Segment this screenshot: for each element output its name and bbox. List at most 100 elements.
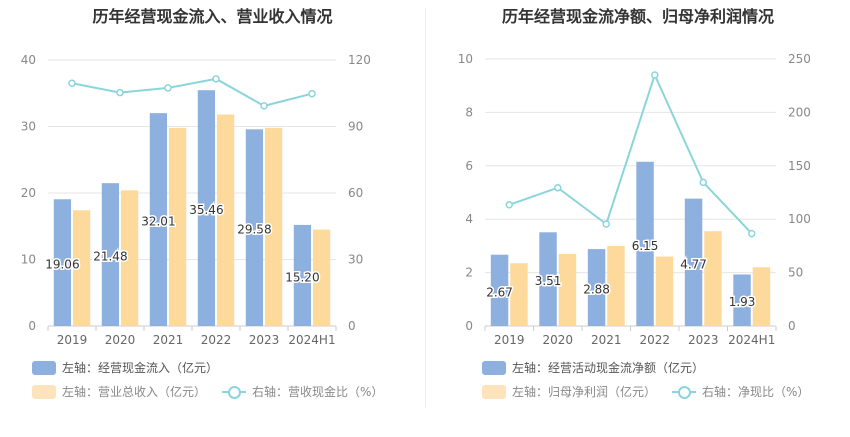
legend-item-net-cash-ratio[interactable]: 右轴：净现比（%） [672,383,809,400]
bar-data-label: 19.06 [45,258,79,272]
legend-label: 左轴：归母净利润（亿元） [512,385,657,399]
ratio-line [71,77,313,107]
bar-primary [245,129,264,326]
bar-secondary [168,127,187,326]
bar-data-label: 3.51 [535,274,562,288]
legend-row-2: 左轴：营业总收入（亿元） 右轴：营收现金比（%） [32,383,393,400]
legend-line-swatch [672,385,697,399]
legend-item-net-profit[interactable]: 左轴：归母净利润（亿元） [482,383,656,400]
bar-data-label: 29.58 [237,223,271,237]
legend-label: 右轴：营收现金比（%） [252,385,384,399]
legend-row-1: 左轴：经营现金流入（亿元） [32,359,228,376]
x-axis-tick-label: 2023 [249,333,280,347]
legend-line-swatch [222,385,247,399]
ratio-point [212,75,220,83]
ratio-point [748,229,756,238]
chart-plot: 0 0 10 30 20 60 30 90 40 120 2019 2020 2021 2022 2023 2… [21,53,371,347]
left-axis-tick-label: 4 [465,212,473,226]
left-axis-tick-label: 30 [21,120,36,134]
bar-primary [539,232,557,326]
legend-row-1: 左轴：经营活动现金流净额（亿元） [482,359,714,376]
bar-primary [149,113,168,326]
legend-label: 左轴：经营现金流入（亿元） [62,361,219,375]
left-axis-tick-label: 0 [465,319,473,333]
left-axis-tick-label: 10 [21,253,36,267]
right-axis-tick-label: 250 [788,52,811,66]
right-axis-tick-label: 150 [788,159,811,173]
bar-secondary [558,253,577,326]
right-axis-tick-label: 0 [788,319,796,333]
bar-secondary [312,229,331,326]
left-axis-tick-label: 6 [465,159,473,173]
legend-swatch [482,384,506,399]
legend-item-cash-inflow[interactable]: 左轴：经营现金流入（亿元） [32,359,218,376]
ratio-point [116,88,124,97]
bar-data-label: 4.77 [680,257,707,271]
bar-secondary [655,256,674,326]
x-axis-tick-label: 2021 [153,333,184,347]
bar-secondary [704,231,722,326]
bar-primary [733,274,751,326]
bar-secondary [216,114,235,326]
panel-divider [425,8,426,408]
right-axis-tick-label: 200 [788,105,811,119]
bar-secondary [72,210,91,326]
right-axis-tick-label: 0 [348,319,356,333]
bar-primary [684,198,703,326]
x-axis-tick-label: 2022 [639,333,670,347]
bar-primary [53,199,72,326]
x-axis-tick-label: 2024H1 [728,333,775,347]
legend-label: 右轴：净现比（%） [702,385,810,399]
x-axis-tick-label: 2023 [688,333,719,347]
legend-swatch [482,360,506,375]
bar-secondary [510,263,528,326]
right-axis-tick-label: 120 [348,53,371,67]
right-axis-tick-label: 50 [788,266,803,280]
ratio-point [651,71,659,79]
bar-data-label: 2.67 [486,285,513,299]
x-axis-tick-label: 2022 [201,333,232,347]
bar-primary [293,224,312,326]
bar-primary [101,183,120,326]
legend-label: 左轴：营业总收入（亿元） [62,385,207,399]
chart-panel-left: 历年经营现金流入、营业收入情况 0 0 10 30 20 60 30 90 40 120 2019 2… [21,7,393,400]
left-axis-tick-label: 20 [21,186,36,200]
ratio-line [508,72,753,235]
left-axis-tick-label: 10 [458,52,473,66]
left-axis-tick-label: 40 [21,53,36,67]
x-axis-tick-label: 2024H1 [288,333,335,347]
bar-primary [197,90,216,326]
ratio-point [164,84,172,92]
legend-item-net-cash-flow[interactable]: 左轴：经营活动现金流净额（亿元） [482,359,704,376]
bar-primary [587,249,606,326]
bar-secondary [120,190,139,326]
right-axis-tick-label: 30 [348,253,363,267]
legend-swatch [32,384,56,399]
bar-data-label: 21.48 [93,250,127,264]
bar-data-label: 1.93 [729,295,756,309]
bar-primary [636,161,654,326]
bar-data-label: 35.46 [189,203,223,217]
ratio-point [260,102,268,110]
bar-data-label: 32.01 [141,215,175,229]
ratio-point [699,178,707,187]
x-axis-tick-label: 2020 [542,333,573,347]
legend-item-ratio[interactable]: 右轴：营收现金比（%） [222,383,383,400]
chart-title: 历年经营现金流净额、归母净利润情况 [501,7,774,26]
chart-panel-right: 历年经营现金流净额、归母净利润情况 0 0 2 50 4 100 6 150 8 200 10 250… [426,0,850,437]
left-axis-tick-label: 0 [28,319,36,333]
x-axis-tick-label: 2019 [494,333,525,347]
bar-secondary [264,127,283,326]
left-axis-tick-label: 2 [465,266,473,280]
x-axis-tick-label: 2019 [57,333,88,347]
right-axis-tick-label: 90 [348,120,363,134]
bar-secondary [607,245,625,326]
ratio-point [68,79,76,88]
x-axis-tick-label: 2021 [591,333,622,347]
right-axis-tick-label: 60 [348,186,363,200]
legend-item-revenue[interactable]: 左轴：营业总收入（亿元） [32,383,206,400]
ratio-point [554,183,562,192]
right-axis-tick-label: 100 [788,212,811,226]
ratio-point [308,89,316,98]
